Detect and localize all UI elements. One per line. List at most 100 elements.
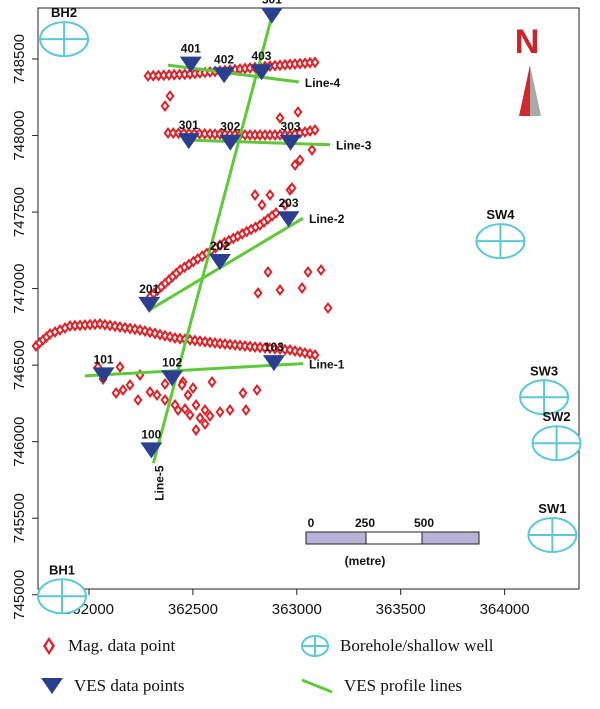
ves-point	[279, 134, 302, 151]
mag-point-inner	[283, 347, 287, 353]
mag-point-inner	[268, 345, 272, 351]
y-tick-label: 745500	[11, 493, 28, 543]
mag-point	[255, 341, 265, 354]
ves-points: 100 101 102 103 201 202 203 301 302 303 401 402 403 5…	[92, 0, 302, 459]
profile-line-label: Line-2	[309, 212, 345, 226]
mag-point-inner	[188, 412, 192, 418]
mag-point	[160, 394, 170, 406]
mag-point-inner	[228, 407, 232, 413]
mag-point	[195, 412, 205, 424]
mag-point-inner	[326, 305, 330, 311]
mag-point	[180, 403, 190, 415]
scale-label-0: 0	[308, 516, 315, 530]
mag-point-inner	[167, 72, 171, 78]
mag-point	[275, 343, 285, 356]
mag-point	[307, 144, 317, 156]
mag-point	[265, 129, 275, 141]
well-label: BH1	[49, 562, 75, 577]
ves-point-label: 301	[179, 118, 199, 132]
mag-data-points	[31, 56, 333, 436]
mag-point-inner	[155, 392, 159, 398]
mag-point-inner	[146, 73, 150, 79]
mag-point	[240, 340, 250, 352]
ves-point	[179, 56, 202, 73]
mag-point-inner	[241, 390, 245, 396]
mag-point-inner	[228, 342, 232, 347]
mag-point-inner	[263, 132, 267, 138]
mag-point-inner	[53, 329, 57, 335]
mag-point-inner	[248, 132, 252, 138]
mag-point	[300, 57, 310, 70]
well-icon	[301, 635, 329, 657]
mag-point	[275, 59, 285, 72]
mag-point	[250, 189, 260, 201]
legend-well-label: Borehole/shallow well	[340, 636, 494, 655]
mag-point-inner	[238, 343, 242, 348]
mag-point-inner	[306, 269, 310, 275]
axis-ticks: 362000 362500 363000 363500 3640007450007455…	[11, 34, 530, 620]
mag-point	[265, 342, 275, 355]
mag-point	[200, 404, 210, 416]
mag-point	[240, 62, 250, 75]
mag-point	[240, 128, 250, 141]
mag-point-inner	[182, 264, 187, 270]
ves-point	[260, 7, 283, 24]
mag-point-inner	[293, 61, 297, 67]
mag-point	[205, 128, 215, 140]
mag-point	[80, 319, 90, 331]
mag-point	[163, 127, 173, 139]
mag-point-inner	[243, 66, 247, 71]
mag-point-inner	[218, 341, 222, 346]
y-tick-label: 748500	[11, 34, 28, 84]
mag-point	[305, 56, 315, 69]
mag-point	[160, 100, 170, 112]
mag-point	[316, 264, 326, 276]
mag-point-inner	[296, 109, 300, 115]
mag-point-inner	[290, 185, 294, 191]
mag-point	[191, 399, 201, 411]
well-label: BH2	[51, 5, 77, 20]
x-tick-label: 364000	[480, 601, 530, 618]
mag-point	[180, 68, 190, 81]
ves-point	[262, 355, 285, 372]
mag-point-inner	[300, 285, 304, 291]
mag-point-inner	[308, 60, 312, 66]
mag-point-inner	[68, 323, 72, 329]
mag-point	[207, 376, 217, 388]
ves-point-label: 303	[281, 120, 301, 134]
mag-point	[270, 129, 280, 141]
x-tick-label: 363500	[376, 601, 426, 618]
legend-item-ves: VES data points	[40, 676, 185, 696]
mag-point	[252, 384, 262, 396]
mag-point-inner	[194, 402, 198, 408]
mag-point-inner	[273, 132, 277, 138]
profile-line-label: Line-1	[309, 358, 345, 372]
mag-point	[183, 389, 193, 401]
scale-seg-2	[365, 531, 423, 545]
mag-point-inner	[233, 342, 237, 348]
mag-point	[253, 287, 263, 299]
mag-point	[280, 199, 290, 211]
scale-unit: (metre)	[345, 554, 386, 568]
mag-point-inner	[88, 322, 92, 328]
mag-point	[241, 404, 251, 416]
ves-point	[277, 211, 300, 228]
mag-point	[165, 90, 175, 102]
profile-lines: Line-1 Line-2 Line-3 Line-4 Line-5	[84, 15, 372, 501]
mag-point-inner	[183, 406, 187, 412]
y-tick-label: 746500	[11, 340, 28, 390]
mag-point	[275, 112, 285, 124]
mag-point-inner	[273, 346, 277, 352]
ves-point-label: 201	[139, 282, 159, 296]
mag-point	[225, 404, 235, 416]
mag-point-inner	[213, 340, 217, 346]
x-tick-label: 362500	[168, 601, 218, 618]
legend-ves-label: VES data points	[74, 676, 185, 695]
mag-point	[303, 266, 313, 278]
mag-point-inner	[278, 62, 282, 68]
mag-point-inner	[298, 61, 302, 67]
scale-seg-1	[305, 531, 367, 545]
mag-point-inner	[238, 66, 242, 72]
mag-point-inner	[118, 364, 122, 370]
ves-point	[140, 442, 163, 459]
